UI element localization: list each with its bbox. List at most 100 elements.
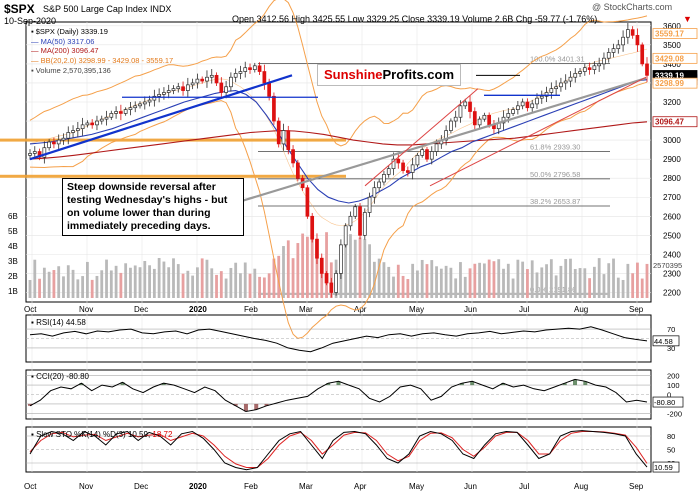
candle-body	[573, 73, 578, 78]
candle-body	[295, 162, 300, 179]
volume-bar	[272, 258, 276, 298]
volume-bar	[621, 279, 625, 298]
volume-bar	[372, 261, 376, 298]
x-tick-label-top: Feb	[244, 305, 258, 314]
candle-body	[291, 149, 295, 164]
bollinger-lower-line	[29, 81, 648, 339]
volume-bar	[592, 266, 596, 298]
price-y-tick-label: 2700	[663, 193, 681, 202]
volume-tick-label: 2B	[8, 272, 18, 281]
candle-body	[520, 101, 525, 107]
rsi-last-label: 44.58	[654, 337, 673, 346]
volume-bar	[425, 264, 429, 298]
volume-bar	[377, 258, 381, 298]
price-tag-box	[652, 52, 698, 64]
brand-logo: SunshineProfits.com	[317, 64, 461, 86]
volume-bar	[81, 276, 85, 298]
legend-volume-text: Volume 2,570,395,136	[35, 66, 111, 75]
candle-body	[229, 76, 233, 88]
volume-bar	[640, 278, 644, 298]
volume-bar	[205, 259, 209, 298]
candle-body	[99, 118, 104, 122]
volume-bar	[243, 262, 247, 298]
candle-body	[166, 90, 171, 93]
index-name-text: S&P 500 Large Cap Index	[43, 4, 148, 14]
volume-bar	[569, 258, 572, 298]
volume-bar	[573, 268, 577, 298]
candle-body	[238, 71, 243, 74]
candle-body	[104, 116, 109, 120]
sto-label-d: 18.72	[152, 430, 173, 439]
fib-level-label: 50.0% 2796.58	[530, 170, 580, 179]
candle-body	[458, 105, 463, 118]
volume-bar	[229, 267, 233, 298]
candle-body	[56, 139, 61, 145]
candle-body	[152, 95, 157, 101]
volume-bar	[368, 244, 371, 298]
watermark: @ StockCharts.com	[592, 2, 673, 12]
volume-bar	[258, 276, 261, 298]
price-y-tick-label: 2900	[663, 155, 681, 164]
volume-bar	[530, 260, 534, 298]
cci-oversold-fill	[233, 403, 238, 406]
candle-body	[472, 111, 477, 126]
volume-bar	[420, 259, 424, 298]
candle-body	[587, 67, 592, 70]
volume-bar	[578, 268, 582, 298]
candle-body	[42, 147, 47, 158]
volume-bar	[616, 277, 620, 298]
symbol-title: $SPX	[4, 2, 35, 16]
candle-body	[582, 67, 587, 72]
candle-body	[248, 67, 252, 70]
cci-overbought-fill	[562, 383, 567, 386]
sto-last-label: 10.59	[654, 463, 673, 472]
candle-body	[482, 114, 487, 120]
price-tag-box	[652, 28, 698, 39]
fib-level-label: 0.0% 2191.86	[530, 285, 576, 294]
x-tick-label-bottom: Jun	[464, 482, 477, 491]
volume-bar	[66, 265, 70, 298]
x-tick-label-top: Jun	[464, 305, 477, 314]
candle-body	[429, 151, 434, 160]
candle-body	[597, 63, 602, 67]
x-tick-label-top: Nov	[79, 305, 93, 314]
volume-bar	[282, 246, 285, 298]
bollinger-mid-line	[29, 48, 648, 226]
candle-body	[506, 113, 511, 118]
volume-bar	[90, 279, 94, 298]
x-tick-label-bottom: Aug	[574, 482, 588, 491]
cci-oversold-fill	[243, 403, 248, 412]
volume-bar	[109, 270, 113, 298]
volume-bar	[339, 260, 343, 298]
volume-bar	[33, 259, 37, 298]
cci-overbought-fill	[120, 382, 125, 386]
volume-bar	[239, 273, 242, 298]
candle-body	[71, 130, 75, 133]
volume-bar	[119, 272, 123, 298]
candle-body	[487, 114, 492, 126]
candle-body	[630, 29, 635, 36]
candle-body	[626, 29, 630, 38]
volume-bar	[143, 260, 147, 298]
volume-bar	[416, 270, 419, 298]
fib-level-label: 38.2% 2653.87	[530, 197, 580, 206]
candle-body	[157, 94, 161, 97]
volume-bar	[449, 267, 453, 298]
change-down-arrow-icon: ▼	[683, 14, 692, 24]
price-y-tick-label: 2200	[663, 288, 681, 297]
volume-tick-label: 3B	[8, 257, 18, 266]
volume-bar	[459, 262, 462, 298]
volume-tick-label: 6B	[8, 212, 18, 221]
volume-bar	[444, 265, 448, 298]
volume-bar	[315, 256, 319, 298]
x-tick-label-bottom: Mar	[299, 482, 313, 491]
support-band	[0, 174, 346, 178]
sto-k-line	[29, 430, 648, 471]
candle-body	[276, 120, 281, 145]
candle-body	[463, 101, 468, 107]
volume-bar	[439, 268, 443, 298]
symbol: $SPX	[4, 2, 35, 16]
volume-bar	[607, 263, 611, 298]
volume-bar	[234, 262, 238, 298]
volume-bar	[133, 265, 137, 298]
